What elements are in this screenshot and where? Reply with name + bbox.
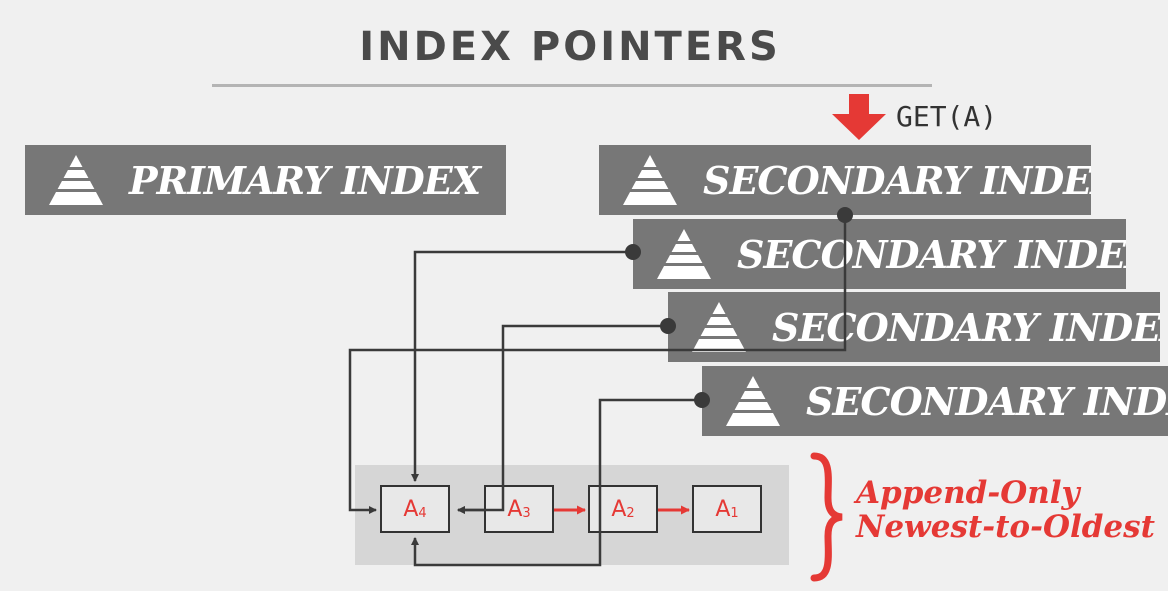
append-only-annotation: Append-Only Newest-to-Oldest xyxy=(856,476,1155,544)
pointer-wire-1 xyxy=(348,215,847,514)
secondary-index-box-1: SECONDARY INDEX xyxy=(599,145,1091,215)
page-title: INDEX POINTERS xyxy=(359,24,781,70)
pointer-wire-3 xyxy=(457,324,668,514)
tree-index-icon xyxy=(724,376,782,426)
pointer-origin-dot xyxy=(837,207,853,223)
secondary-index-label: SECONDARY INDEX xyxy=(772,304,1160,350)
secondary-index-label: SECONDARY INDEX xyxy=(703,157,1091,203)
title-divider xyxy=(212,84,932,87)
annotation-line-2: Newest-to-Oldest xyxy=(856,509,1155,545)
secondary-index-box-2: SECONDARY INDEX xyxy=(633,219,1126,289)
pointer-origin-dot xyxy=(660,318,676,334)
query-label: GET(A) xyxy=(896,100,998,133)
pointer-wire-2 xyxy=(411,250,633,482)
annotation-line-1: Append-Only xyxy=(856,475,1080,511)
tree-index-icon xyxy=(690,302,748,352)
tree-index-icon xyxy=(621,155,679,205)
tree-index-icon xyxy=(47,155,105,205)
down-arrow-icon xyxy=(832,94,886,140)
secondary-index-label: SECONDARY INDEX xyxy=(806,378,1168,424)
secondary-index-box-4: SECONDARY INDEX xyxy=(702,366,1168,436)
secondary-index-label: SECONDARY INDEX xyxy=(737,231,1126,277)
secondary-index-box-3: SECONDARY INDEX xyxy=(668,292,1160,362)
pointer-origin-dot xyxy=(694,392,710,408)
pointer-wire-4 xyxy=(411,398,702,567)
pointer-origin-dot xyxy=(625,244,641,260)
primary-index-box: PRIMARY INDEX xyxy=(25,145,506,215)
primary-index-label: PRIMARY INDEX xyxy=(129,157,481,203)
tree-index-icon xyxy=(655,229,713,279)
curly-brace-icon xyxy=(810,452,843,582)
